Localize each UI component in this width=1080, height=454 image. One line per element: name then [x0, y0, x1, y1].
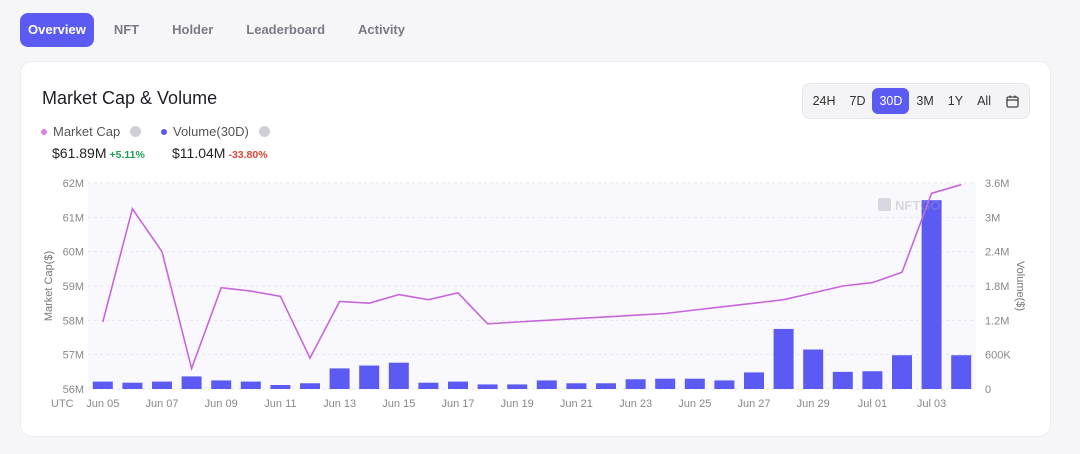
x-tick-label: Jul 03 [917, 398, 946, 410]
volume-bar[interactable] [832, 371, 853, 389]
nftgo-watermark: NFTGO [878, 198, 941, 213]
volume-bar[interactable] [92, 381, 113, 389]
x-tick-label: Jun 23 [619, 398, 652, 410]
volume-bar[interactable] [714, 380, 735, 389]
volume-bar[interactable] [477, 384, 498, 389]
x-tick-label: Jun 29 [797, 398, 830, 410]
market-cap-dot-icon [41, 128, 47, 135]
range-1y[interactable]: 1Y [947, 94, 964, 108]
volume-change: -33.80% [228, 149, 268, 161]
range-3m[interactable]: 3M [916, 94, 934, 108]
right-tick-label: 600K [985, 350, 1011, 362]
range-all[interactable]: All [977, 94, 991, 108]
volume-bar[interactable] [507, 384, 528, 389]
volume-bar[interactable] [240, 381, 261, 389]
volume-bar[interactable] [181, 376, 202, 389]
volume-bar[interactable] [655, 378, 676, 389]
volume-bar[interactable] [211, 380, 232, 389]
volume-bar[interactable] [300, 383, 320, 389]
volume-bar[interactable] [122, 382, 143, 389]
left-tick-label: 59M [63, 281, 84, 293]
x-tick-label: Jun 25 [678, 398, 711, 410]
volume-bar[interactable] [329, 368, 350, 389]
right-tick-label: 3M [985, 212, 1000, 224]
x-tick-label: Jun 09 [205, 398, 238, 410]
x-tick-label: Jul 01 [858, 398, 887, 410]
tab-activity[interactable]: Activity [358, 22, 405, 37]
volume-bar[interactable] [596, 383, 616, 389]
legend-volume-label: Volume(30D) [173, 124, 249, 139]
x-tick-label: Jun 15 [382, 398, 415, 410]
right-tick-label: 2.4M [985, 247, 1009, 259]
range-7d[interactable]: 7D [849, 94, 866, 108]
info-icon[interactable] [130, 126, 142, 137]
x-tick-label: Jun 13 [323, 398, 356, 410]
legend-market-cap-label: Market Cap [53, 124, 121, 139]
x-tick-label: Jun 07 [145, 398, 178, 410]
right-tick-label: 1.8M [985, 281, 1009, 293]
tab-leaderboard[interactable]: Leaderboard [246, 22, 326, 37]
volume-bar[interactable] [803, 349, 824, 389]
range-30d[interactable]: 30D [872, 88, 910, 114]
left-tick-label: 62M [63, 178, 84, 190]
x-tick-label: Jun 21 [560, 398, 593, 410]
market-cap-change: +5.11% [109, 149, 145, 161]
time-range-selector: 24H 7D 30D 3M 1Y All [801, 83, 1030, 119]
timezone-label: UTC [51, 398, 74, 410]
volume-bar[interactable] [773, 328, 794, 389]
calendar-icon[interactable] [998, 88, 1026, 114]
left-tick-label: 56M [63, 384, 84, 396]
x-tick-label: Jun 19 [501, 398, 534, 410]
volume-bar[interactable] [388, 362, 409, 389]
legend-market-cap: Market Cap $61.89M +5.11% [41, 124, 145, 161]
left-axis-title: Market Cap($) [43, 251, 55, 321]
left-tick-label: 60M [63, 247, 84, 259]
tab-overview[interactable]: Overview [20, 13, 94, 47]
volume-bar[interactable] [921, 200, 942, 389]
watermark-text: NFTGO [895, 198, 941, 213]
range-24h[interactable]: 24H [812, 94, 836, 108]
right-tick-label: 1.2M [985, 315, 1009, 327]
volume-bar[interactable] [448, 381, 468, 389]
left-tick-label: 57M [63, 350, 84, 362]
volume-bar[interactable] [152, 381, 172, 389]
tab-holder[interactable]: Holder [172, 22, 214, 37]
volume-bar[interactable] [862, 371, 883, 389]
volume-bar[interactable] [892, 355, 912, 389]
volume-bar[interactable] [566, 383, 587, 389]
x-tick-label: Jun 11 [264, 398, 296, 410]
x-tick-label: Jun 05 [86, 398, 119, 410]
volume-bar[interactable] [359, 365, 380, 389]
right-axis-title: Volume($) [1014, 261, 1026, 311]
volume-dot-icon [161, 128, 167, 135]
volume-value: $11.04M [172, 145, 226, 161]
left-tick-label: 61M [63, 212, 84, 224]
volume-bar[interactable] [418, 382, 439, 389]
volume-bar[interactable] [951, 355, 972, 389]
info-icon[interactable] [258, 126, 270, 137]
x-tick-label: Jun 27 [737, 398, 770, 410]
left-tick-label: 58M [63, 315, 84, 327]
x-tick-label: Jun 17 [441, 398, 474, 410]
right-tick-label: 0 [985, 384, 991, 396]
tab-bar: Overview NFT Holder Leaderboard Activity [20, 13, 424, 47]
market-cap-value: $61.89M [52, 145, 107, 161]
volume-bar[interactable] [536, 380, 557, 389]
market-cap-line [102, 183, 962, 372]
volume-bar[interactable] [744, 372, 764, 389]
right-tick-label: 3.6M [985, 178, 1009, 190]
volume-bar[interactable] [625, 379, 646, 389]
volume-bar[interactable] [684, 378, 705, 389]
legend-volume: Volume(30D) $11.04M -33.80% [161, 124, 270, 161]
volume-bar[interactable] [270, 384, 291, 389]
tab-nft[interactable]: NFT [113, 22, 140, 37]
card-title: Market Cap & Volume [42, 88, 218, 108]
